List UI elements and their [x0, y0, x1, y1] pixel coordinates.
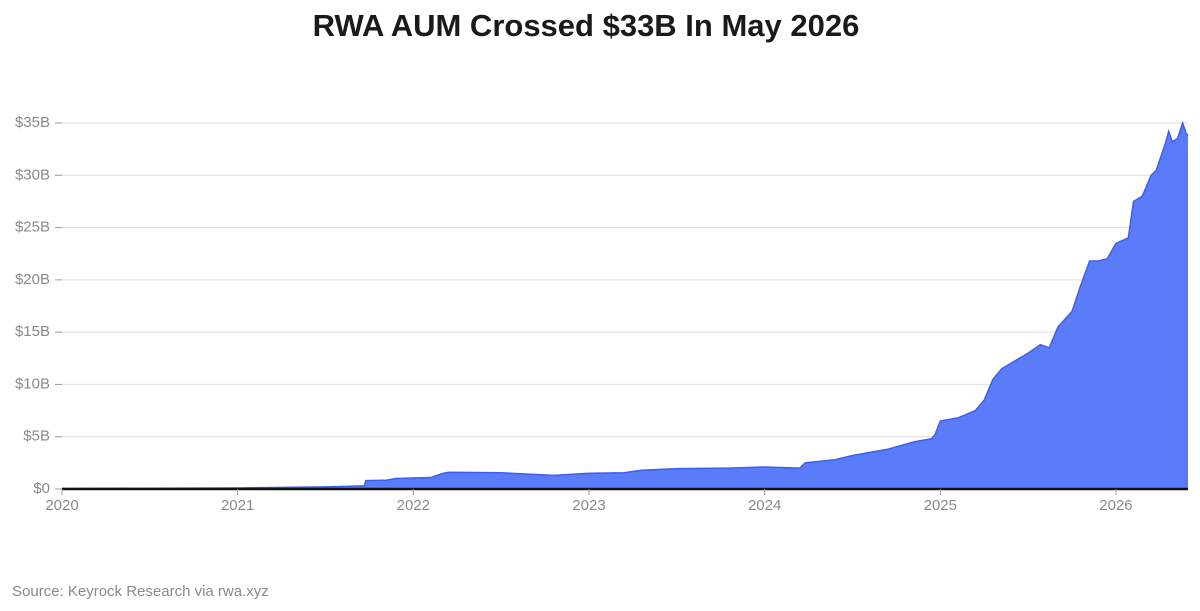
x-tick-label: 2020: [45, 497, 78, 514]
x-tick-label: 2025: [924, 497, 957, 514]
y-tick-label: $10B: [15, 375, 50, 392]
x-tick-label: 2021: [221, 497, 254, 514]
area-line: [61, 120, 1189, 490]
chart-title: RWA AUM Crossed $33B In May 2026: [313, 8, 860, 43]
y-tick-label: $20B: [15, 271, 50, 288]
x-tick-label: 2026: [1099, 497, 1132, 514]
x-tick-label: 2023: [572, 497, 605, 514]
y-tick-label: $15B: [15, 323, 50, 340]
area: [62, 123, 1188, 489]
y-tick-label: $0: [33, 480, 50, 497]
y-tick-label: $35B: [15, 114, 50, 131]
source-note: Source: Keyrock Research via rwa.xyz: [12, 583, 269, 600]
y-tick-label: $5B: [23, 428, 50, 445]
x-tick-label: 2022: [397, 497, 430, 514]
y-tick-label: $30B: [15, 166, 50, 183]
y-tick-label: $25B: [15, 219, 50, 236]
x-tick-label: 2024: [748, 497, 781, 514]
